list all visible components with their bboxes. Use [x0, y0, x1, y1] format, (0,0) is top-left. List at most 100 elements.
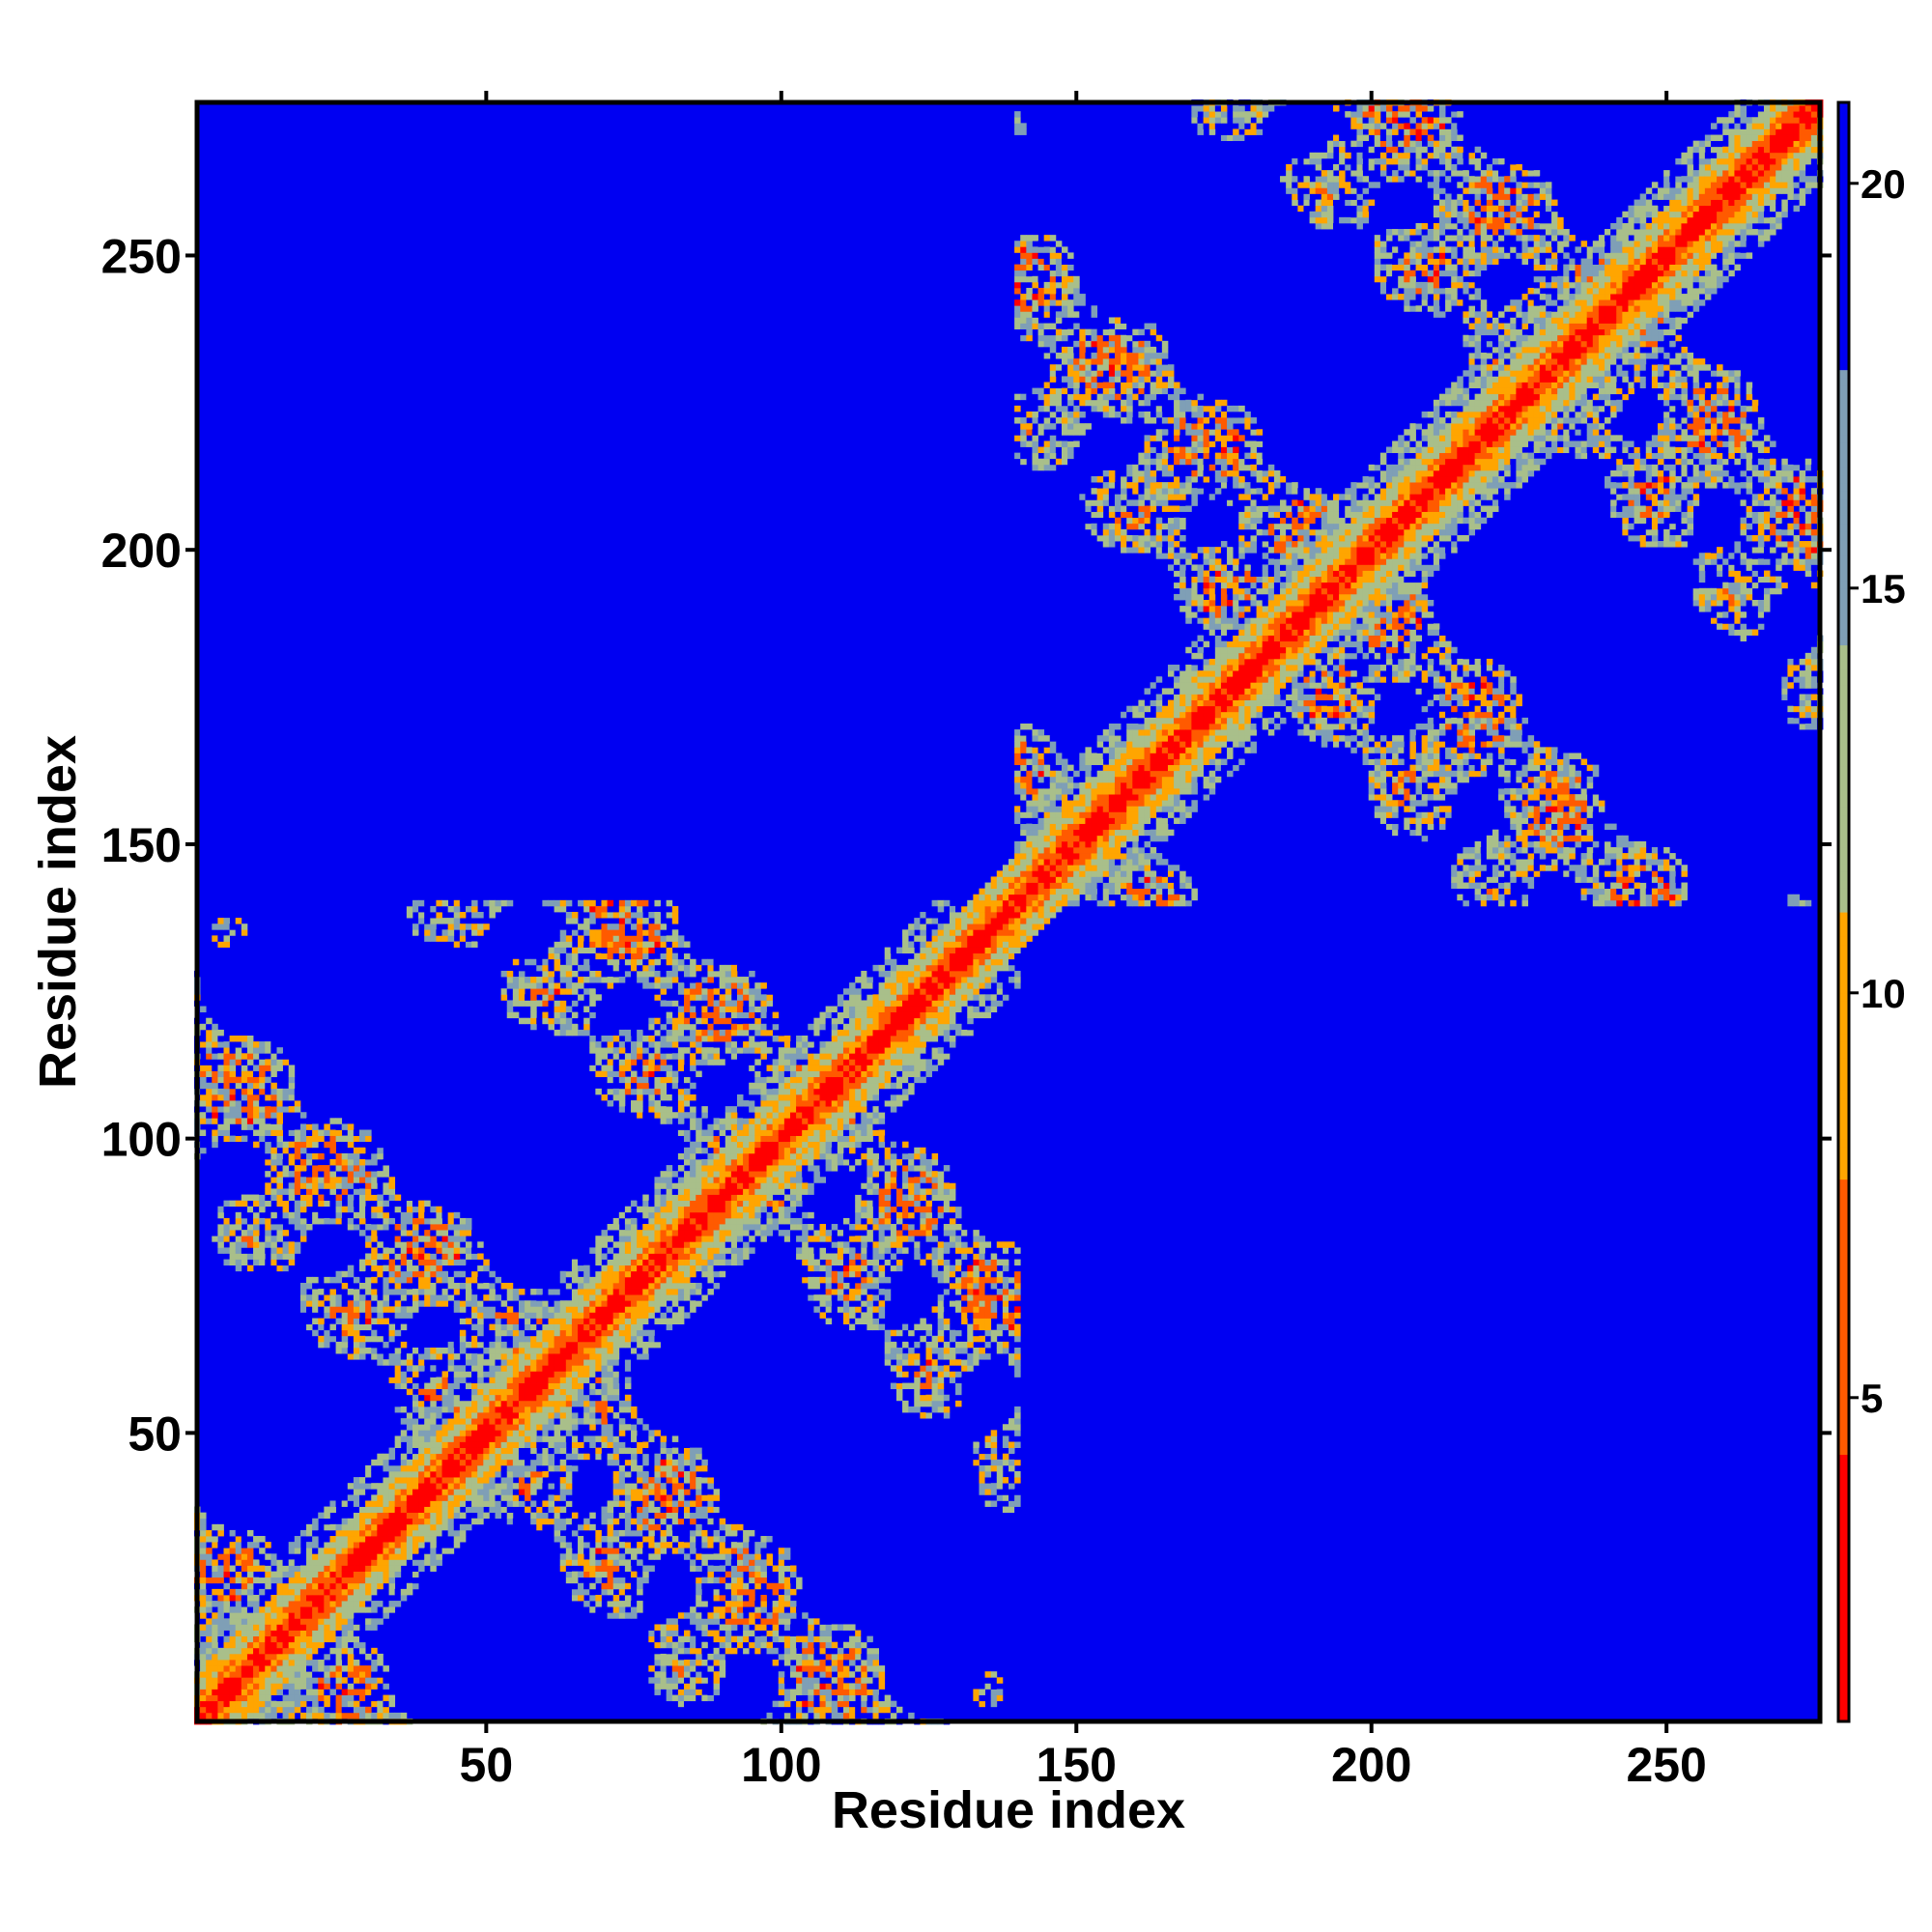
heatmap-cell — [282, 1671, 290, 1678]
heatmap-cell — [265, 1158, 271, 1166]
heatmap-cell — [654, 982, 661, 989]
heatmap-cell — [589, 1382, 596, 1390]
heatmap-cell — [595, 1306, 602, 1313]
heatmap-cell — [223, 1100, 230, 1107]
heatmap-cell — [453, 1412, 461, 1419]
heatmap-cell — [353, 1641, 360, 1649]
heatmap-cell — [654, 958, 661, 966]
heatmap-cell — [648, 970, 655, 978]
heatmap-cell — [671, 1177, 679, 1183]
heatmap-cell — [299, 1630, 307, 1637]
heatmap-cell — [595, 1300, 602, 1307]
heatmap-cell — [347, 1300, 355, 1307]
heatmap-cell — [583, 977, 590, 983]
heatmap-cell — [631, 1264, 638, 1272]
heatmap-cell — [312, 1553, 319, 1560]
heatmap-cell — [200, 1041, 207, 1048]
heatmap-cell — [536, 1523, 543, 1531]
heatmap-cell — [589, 1359, 596, 1366]
heatmap-cell — [589, 988, 596, 995]
heatmap-cell — [518, 977, 526, 983]
heatmap-cell — [235, 1076, 242, 1084]
heatmap-cell — [212, 1236, 218, 1242]
heatmap-cell — [241, 1706, 248, 1714]
heatmap-cell — [359, 1706, 366, 1714]
heatmap-cell — [246, 1206, 254, 1213]
heatmap-cell — [406, 1477, 413, 1484]
heatmap-cell — [671, 1282, 679, 1290]
heatmap-cell — [206, 1065, 213, 1071]
heatmap-cell — [459, 1459, 467, 1466]
heatmap-cell — [282, 1665, 290, 1672]
heatmap-cell — [441, 1406, 449, 1413]
heatmap-cell — [477, 1335, 484, 1343]
heatmap-cell — [335, 1641, 343, 1649]
heatmap-cell — [229, 1070, 237, 1078]
heatmap-cell — [666, 1112, 673, 1119]
heatmap-cell — [347, 1630, 355, 1637]
heatmap-cell — [265, 1671, 271, 1678]
heatmap-cell — [666, 1118, 673, 1124]
heatmap-cell — [359, 1206, 366, 1213]
heatmap-cell — [383, 1165, 389, 1172]
heatmap-cell — [347, 1601, 355, 1607]
heatmap-cell — [206, 1036, 213, 1042]
heatmap-cell — [371, 1464, 378, 1472]
heatmap-cell — [618, 1477, 626, 1484]
heatmap-cell — [270, 1118, 277, 1124]
heatmap-cell — [270, 1630, 277, 1637]
heatmap-cell — [583, 1264, 590, 1272]
heatmap-cell — [324, 1217, 330, 1225]
heatmap-cell — [282, 1241, 290, 1248]
heatmap-cell — [637, 1559, 643, 1566]
heatmap-cell — [353, 1594, 360, 1602]
heatmap-cell — [589, 1588, 596, 1596]
heatmap-cell — [548, 1483, 554, 1490]
heatmap-cell — [648, 1289, 655, 1295]
heatmap-cell — [412, 1270, 419, 1278]
heatmap-cell — [648, 1088, 655, 1095]
heatmap-cell — [383, 1518, 389, 1525]
heatmap-cell — [471, 1382, 478, 1390]
heatmap-cell — [536, 1518, 543, 1525]
heatmap-cell — [206, 1618, 213, 1625]
heatmap-cell — [565, 1017, 573, 1025]
heatmap-cell — [624, 1601, 632, 1607]
heatmap-cell — [595, 1088, 602, 1095]
heatmap-cell — [559, 994, 567, 1001]
heatmap-cell — [530, 994, 537, 1001]
heatmap-cell — [483, 1406, 490, 1413]
heatmap-cell — [324, 1577, 330, 1584]
heatmap-cell — [565, 1412, 573, 1419]
heatmap-cell — [607, 1348, 614, 1354]
heatmap-cell — [624, 1082, 632, 1090]
heatmap-cell — [637, 1529, 643, 1537]
heatmap-cell — [270, 1188, 277, 1195]
heatmap-cell — [229, 1618, 237, 1625]
heatmap-cell — [424, 1459, 431, 1466]
heatmap-cell — [624, 1259, 632, 1266]
heatmap-cell — [424, 1518, 431, 1525]
heatmap-cell — [400, 1259, 408, 1266]
heatmap-cell — [583, 1270, 590, 1278]
heatmap-cell — [618, 1094, 626, 1101]
heatmap-cell — [246, 1224, 254, 1231]
heatmap-cell — [548, 1441, 554, 1448]
heatmap-cell — [259, 1259, 266, 1266]
heatmap-cell — [471, 899, 478, 907]
heatmap-cell — [241, 1041, 248, 1048]
heatmap-cell — [465, 1523, 472, 1531]
heatmap — [193, 99, 1824, 1725]
heatmap-cell — [536, 1483, 543, 1490]
heatmap-cell — [500, 1365, 508, 1372]
heatmap-cell — [666, 1453, 673, 1461]
heatmap-cell — [595, 1247, 602, 1254]
heatmap-cell — [601, 923, 608, 930]
heatmap-cell — [471, 1294, 478, 1301]
heatmap-cell — [677, 1512, 685, 1520]
heatmap-cell — [477, 1371, 484, 1378]
heatmap-cell — [565, 988, 573, 995]
heatmap-cell — [246, 1641, 254, 1649]
heatmap-cell — [212, 1588, 218, 1596]
heatmap-cell — [306, 1318, 313, 1324]
